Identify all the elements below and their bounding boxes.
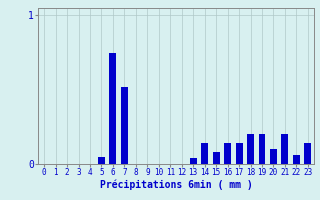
Bar (259, 134, 266, 164)
Bar (109, 53, 116, 164)
Bar (236, 143, 243, 164)
Bar (201, 143, 208, 164)
Bar (190, 158, 196, 164)
Bar (213, 152, 220, 164)
Bar (304, 143, 311, 164)
Bar (293, 155, 300, 164)
Bar (247, 134, 254, 164)
Bar (224, 143, 231, 164)
Bar (98, 157, 105, 164)
Bar (270, 149, 277, 164)
Bar (121, 87, 128, 164)
Bar (282, 134, 288, 164)
X-axis label: Précipitations 6min ( mm ): Précipitations 6min ( mm ) (100, 180, 252, 190)
